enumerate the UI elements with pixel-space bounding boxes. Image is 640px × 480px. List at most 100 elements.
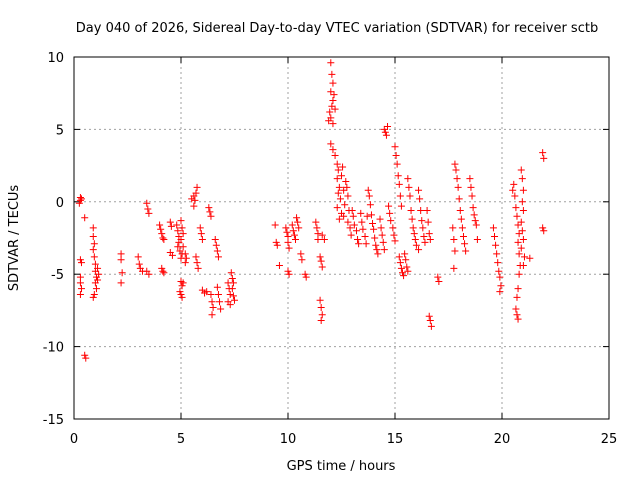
data-point	[209, 304, 217, 312]
data-point	[76, 196, 84, 204]
plot-frame	[73, 56, 610, 420]
data-point	[327, 140, 335, 148]
data-point	[354, 235, 362, 243]
data-point	[470, 211, 478, 219]
data-point	[293, 214, 301, 222]
data-point	[451, 160, 459, 168]
data-point	[226, 290, 234, 298]
data-point	[325, 117, 333, 125]
data-point	[466, 175, 474, 183]
data-point	[330, 91, 338, 99]
data-point	[144, 205, 152, 213]
data-point	[326, 108, 334, 116]
data-point	[167, 222, 175, 230]
data-point	[94, 276, 102, 284]
data-point	[191, 196, 199, 204]
y-axis-label: SDTVAR / TECUs	[7, 185, 22, 292]
data-points	[75, 59, 548, 362]
data-point	[402, 256, 410, 264]
data-point	[205, 204, 213, 212]
data-point	[192, 253, 200, 261]
data-point	[81, 351, 89, 359]
data-point	[208, 311, 216, 319]
data-point	[77, 195, 85, 203]
data-point	[340, 212, 348, 220]
data-point	[459, 233, 467, 241]
data-point	[473, 235, 481, 243]
data-point	[357, 209, 365, 217]
data-point	[509, 186, 517, 194]
data-point	[208, 298, 216, 306]
data-point	[352, 227, 360, 235]
data-point	[271, 221, 279, 229]
data-point	[156, 221, 164, 229]
data-point	[77, 259, 85, 267]
data-point	[467, 183, 475, 191]
data-point	[425, 312, 433, 320]
data-point	[519, 262, 527, 270]
data-point	[420, 233, 428, 241]
data-point	[90, 240, 98, 248]
data-point	[384, 123, 392, 131]
data-point	[203, 288, 211, 296]
data-point	[376, 215, 384, 223]
data-point	[461, 240, 469, 248]
data-point	[468, 192, 476, 200]
data-point	[91, 260, 99, 268]
data-point	[380, 125, 388, 133]
data-point	[511, 192, 519, 200]
data-point	[298, 256, 306, 264]
data-point	[514, 315, 522, 323]
data-point	[336, 195, 344, 203]
data-point	[213, 247, 221, 255]
data-point	[418, 217, 426, 225]
data-point	[229, 292, 237, 300]
data-point	[518, 175, 526, 183]
data-point	[273, 241, 281, 249]
data-point	[179, 243, 187, 251]
data-point	[380, 246, 388, 254]
data-point	[329, 120, 337, 128]
data-point	[539, 224, 547, 232]
data-point	[400, 272, 408, 280]
data-point	[450, 235, 458, 243]
data-point	[327, 59, 335, 67]
x-tick-label: 10	[280, 432, 297, 447]
data-point	[519, 186, 527, 194]
data-point	[284, 238, 292, 246]
data-point	[335, 215, 343, 223]
data-point	[295, 224, 303, 232]
data-point	[226, 301, 234, 309]
data-point	[382, 131, 390, 139]
data-point	[181, 250, 189, 258]
data-point	[340, 186, 348, 194]
data-point	[344, 192, 352, 200]
data-point	[398, 269, 406, 277]
data-point	[519, 206, 527, 214]
data-point	[194, 264, 202, 272]
data-point	[318, 263, 326, 271]
data-point	[158, 264, 166, 272]
data-point	[452, 166, 460, 174]
data-point	[275, 262, 283, 270]
data-point	[494, 259, 502, 267]
data-point	[415, 186, 423, 194]
data-point	[329, 79, 337, 87]
data-point	[387, 217, 395, 225]
data-point	[318, 311, 326, 319]
data-point	[411, 235, 419, 243]
data-point	[493, 250, 501, 258]
data-point	[425, 230, 433, 238]
data-point	[316, 296, 324, 304]
data-point	[342, 178, 350, 186]
data-point	[329, 146, 337, 154]
data-point	[177, 290, 185, 298]
data-point	[160, 269, 168, 277]
data-point	[176, 288, 184, 296]
data-point	[495, 267, 503, 275]
data-point	[318, 231, 326, 239]
data-point	[177, 217, 185, 225]
data-point	[89, 293, 97, 301]
data-point	[193, 183, 201, 191]
